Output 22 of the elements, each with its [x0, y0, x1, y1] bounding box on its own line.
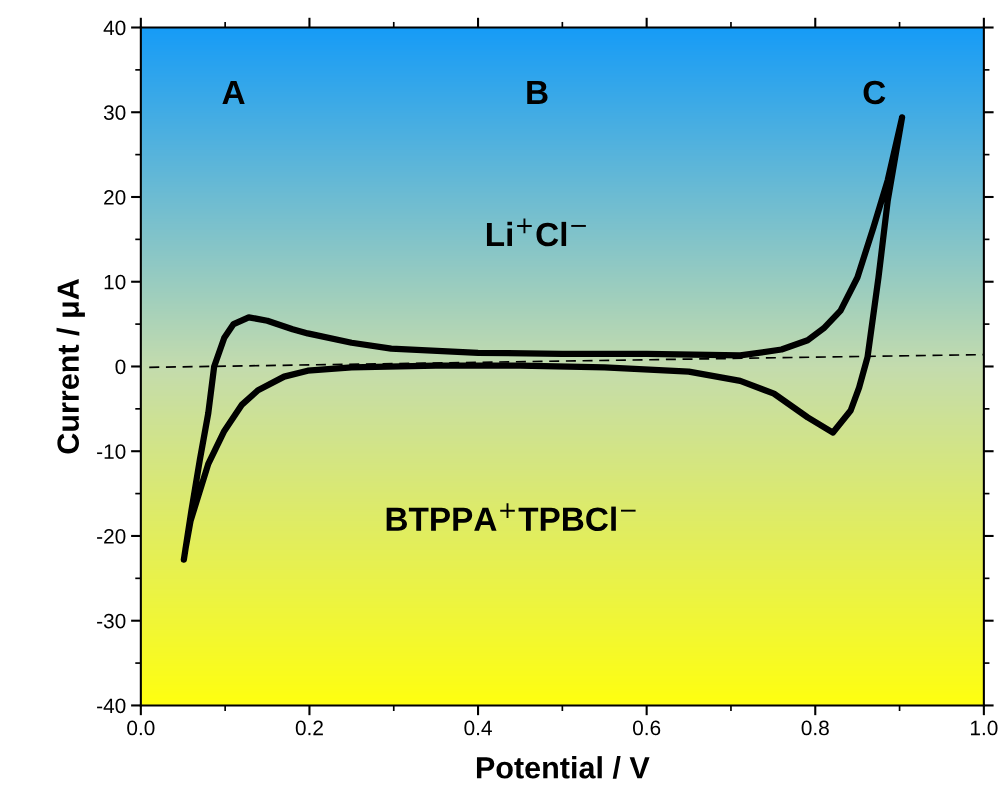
y-tick-label: -20: [97, 528, 126, 544]
x-tick-label: 0.8: [801, 720, 829, 736]
annotation: B: [527, 80, 548, 104]
y-tick-label: 0: [115, 359, 126, 375]
y-tick-label: 10: [104, 274, 126, 290]
x-axis-title: Potential / V: [476, 756, 650, 779]
y-tick-label: 40: [103, 20, 126, 36]
y-tick-label: -40: [97, 698, 126, 714]
annotation: Li$^{+}$Cl$^{−}$: [486, 218, 586, 247]
x-tick-label: 0.2: [295, 720, 323, 736]
x-tick-label: 0.4: [464, 720, 492, 736]
x-tick-label: 0.0: [127, 720, 155, 736]
annotation: C: [863, 80, 886, 105]
y-tick-label: -10: [97, 444, 126, 459]
y-tick-label: 30: [103, 105, 126, 120]
x-tick-label: 1.0: [970, 720, 998, 736]
y-tick-label: 20: [104, 189, 126, 205]
annotation: BTPPA$^{+}$TPBCl$^{−}$: [386, 503, 636, 532]
y-axis-title: Current / μA: [56, 279, 85, 454]
x-tick-label: 0.6: [632, 720, 661, 736]
annotation: A: [222, 80, 245, 104]
y-tick-label: -30: [97, 613, 126, 629]
